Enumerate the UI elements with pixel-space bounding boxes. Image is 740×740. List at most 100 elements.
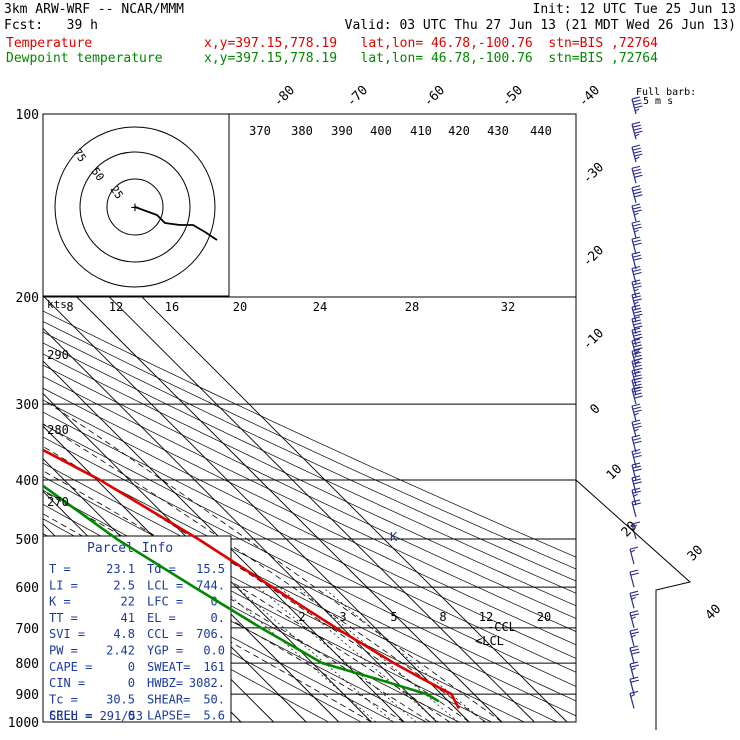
pressure-tick-label: 300 [16,398,39,413]
hodograph-ring [79,151,191,263]
pressure-tick-label: 100 [16,108,39,123]
init-time: Init: 12 UTC Tue 25 Jun 13 [532,2,737,17]
isotherm-label: 20 [619,519,641,541]
parcel-row-value: 744. [196,578,225,592]
parcel-row-label: HWBZ= [147,676,183,690]
parcel-row-label: PW = [49,644,78,658]
mixing-ratio-label: 2 [298,610,305,624]
hodograph-ring-label: 75 [71,146,89,164]
parcel-cell: CELL = 291/53 [49,709,143,723]
barb-panel-edge [575,114,692,730]
parcel-row-value: 5.6 [203,709,225,723]
theta-label: 440 [530,124,552,138]
theta-label: 430 [487,124,509,138]
wind-barb [629,628,639,647]
dry-adiabat [43,436,576,702]
hodograph-ring [54,126,216,288]
theta-label: 410 [410,124,432,138]
wind-barb [631,377,643,396]
wind-barb [631,185,643,204]
parcel-row-label: SREH = [49,709,92,723]
temperature-profile [43,448,461,710]
pressure-tick-label: 1000 [8,716,39,731]
wind-barb [631,220,642,239]
hodograph-center: + [131,200,139,216]
hodograph-ring-label: 25 [108,183,126,201]
hodograph-units: kts [47,298,67,311]
isotherm-line [43,295,470,723]
isotherm-label: -80 [271,83,298,110]
dry-adiabat [43,387,576,646]
dry-adiabat [43,411,576,673]
wind-barb [631,316,643,335]
pressure-tick-label: 400 [16,474,39,489]
mixing-ratio-label: 32 [501,300,515,314]
isotherm-label: 30 [685,543,707,565]
isotherm-label: -50 [499,83,526,110]
moist-adiabat [43,513,405,723]
dry-adiabat [43,310,576,558]
sounding-profiles [43,448,461,710]
pressure-tick-label: 500 [16,533,39,548]
parcel-row-value: 4.8 [113,627,135,641]
parcel-row-value: 15.5 [196,562,225,576]
isotherm-label: -70 [344,83,371,110]
parcel-row-label: CCL = [147,627,183,641]
mixing-ratio-label: 3 [339,610,346,624]
parcel-row-label: LAPSE= [147,709,190,723]
freezing-level-marker: K [390,530,398,544]
mixing-ratio-line [258,586,417,723]
pressure-tick-label: 900 [16,688,39,703]
wind-barb [631,144,643,163]
theta-label: 290 [47,348,69,362]
dewpoint-location: x,y=397.15,778.19 lat,lon= 46.78,-100.76… [204,51,658,66]
dry-adiabat [43,399,576,659]
pressure-tick-label: 800 [16,657,39,672]
wind-barb [631,203,642,222]
wind-barb [631,386,643,405]
theta-label: 380 [291,124,313,138]
wind-barb [631,434,642,453]
parcel-row-label: SWEAT= [147,660,190,674]
parcel-row-value: 23.1 [106,562,135,576]
mixing-ratio-label: 12 [109,300,123,314]
parcel-row-value: 2.5 [113,578,135,592]
hodograph-frame [42,113,230,297]
dry-adiabat [43,353,576,607]
isotherm-label: 40 [703,602,725,624]
parcel-row-value: 3082. [189,676,225,690]
parcel-row-value: 0. [211,611,225,625]
isotherm-line [43,327,437,723]
parcel-row-value: 706. [196,627,225,641]
wind-barb [631,121,643,140]
dry-adiabat [43,364,576,619]
mixing-ratio-line [236,586,394,723]
theta-label: 420 [448,124,470,138]
wind-barb [629,661,639,680]
wind-barbs: Full barb:5 m s [575,87,696,730]
isotherm-label: -20 [580,243,607,270]
moist-adiabat [43,490,431,723]
model-title: 3km ARW-WRF -- NCAR/MMM [4,2,185,17]
wind-barb [631,251,642,270]
parcel-row-label: LI = [49,578,78,592]
theta-label: 390 [331,124,353,138]
lcl-marker: <LCL [475,634,504,648]
wind-barb [629,645,640,664]
mixing-ratio-label: 8 [439,610,446,624]
parcel-row-value: 0 [128,660,135,674]
parcel-row-value: 2.42 [106,644,135,658]
parcel-row-value: 30.5 [106,692,135,706]
dry-adiabat [43,563,329,723]
mixing-ratio-label: 16 [165,300,179,314]
dewpoint-profile [43,484,440,703]
hodograph-trace [134,206,218,241]
parcel-row-value: 161 [203,660,225,674]
dry-adiabat [43,342,576,594]
wind-barb [631,96,643,115]
dewpoint-label: Dewpoint temperature [6,51,163,66]
dry-adiabat [43,449,576,717]
wind-barb [629,610,639,628]
pressure-tick-label: 600 [16,581,39,596]
